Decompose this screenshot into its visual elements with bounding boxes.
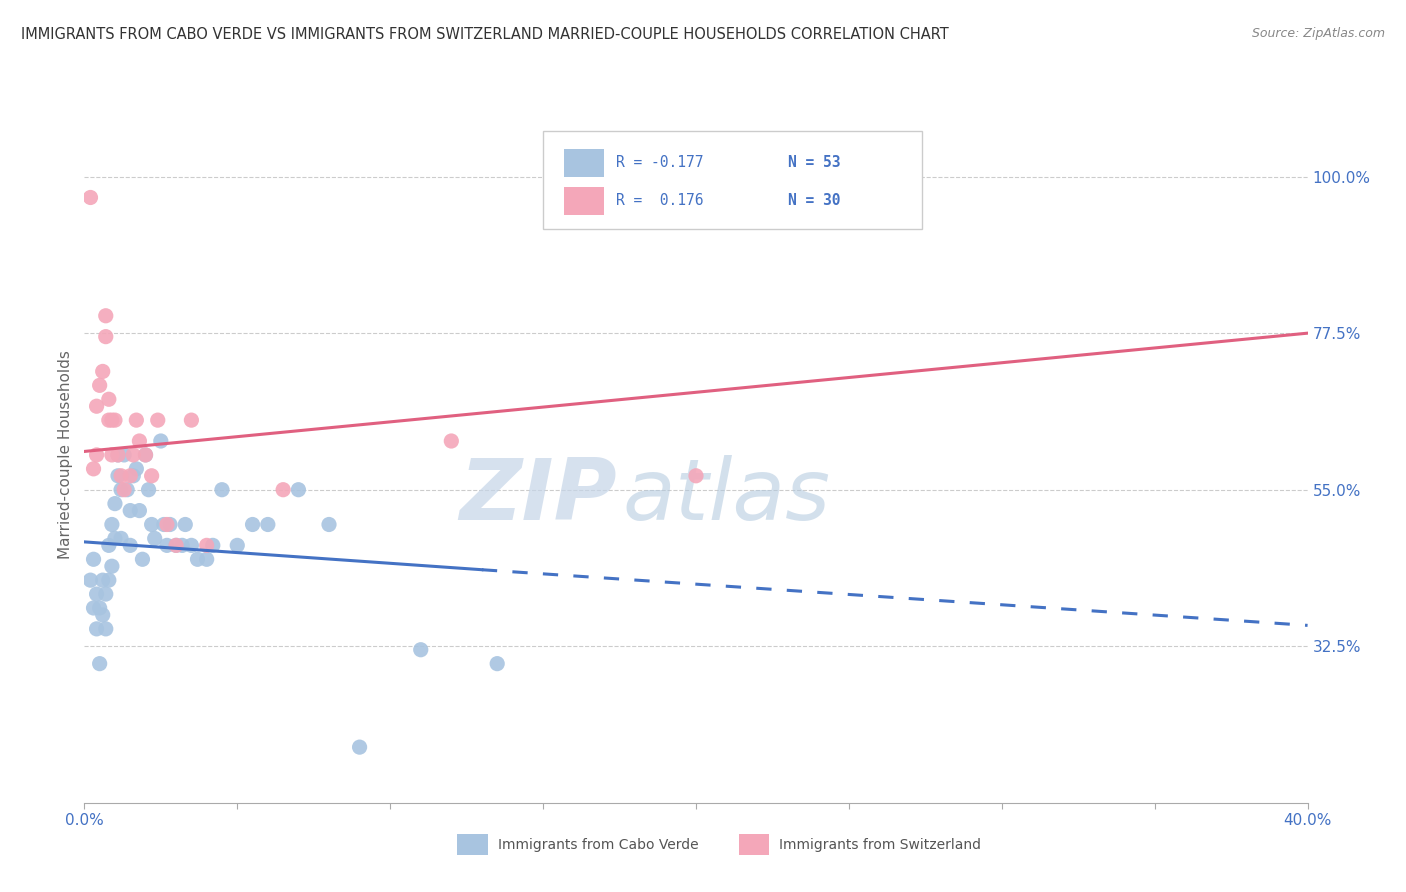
Text: IMMIGRANTS FROM CABO VERDE VS IMMIGRANTS FROM SWITZERLAND MARRIED-COUPLE HOUSEHO: IMMIGRANTS FROM CABO VERDE VS IMMIGRANTS… <box>21 27 949 42</box>
Point <box>89 378 111 392</box>
Text: atlas: atlas <box>623 455 831 538</box>
Point <box>112 448 135 462</box>
Point <box>101 448 124 462</box>
Point <box>83 462 105 476</box>
Point <box>79 573 101 587</box>
Point <box>86 587 108 601</box>
Text: Immigrants from Switzerland: Immigrants from Switzerland <box>779 838 981 852</box>
Point <box>122 468 145 483</box>
Point <box>172 538 194 552</box>
Point <box>141 468 163 483</box>
Point <box>112 483 135 497</box>
Point <box>104 413 127 427</box>
Point <box>91 573 114 587</box>
Point <box>128 503 150 517</box>
Y-axis label: Married-couple Households: Married-couple Households <box>58 351 73 559</box>
Point <box>156 517 179 532</box>
Point <box>79 190 101 204</box>
Point <box>110 532 132 546</box>
Point <box>86 448 108 462</box>
Point <box>86 622 108 636</box>
Point <box>156 538 179 552</box>
Bar <box>564 187 605 215</box>
Point <box>107 448 129 462</box>
Point <box>149 434 172 448</box>
Point <box>257 517 280 532</box>
Text: R =  0.176: R = 0.176 <box>616 194 704 209</box>
Point <box>486 657 509 671</box>
Bar <box>738 834 769 855</box>
Point <box>174 517 197 532</box>
Point <box>135 448 157 462</box>
Text: ZIP: ZIP <box>458 455 616 538</box>
Point <box>409 642 432 657</box>
Point <box>122 448 145 462</box>
Point <box>94 329 117 343</box>
Point <box>153 517 176 532</box>
Point <box>97 538 120 552</box>
Point <box>94 309 117 323</box>
Point <box>104 532 127 546</box>
Text: Immigrants from Cabo Verde: Immigrants from Cabo Verde <box>498 838 699 852</box>
Point <box>97 573 120 587</box>
Point <box>91 607 114 622</box>
Point <box>89 601 111 615</box>
Point <box>349 740 371 755</box>
Point <box>143 532 166 546</box>
Point <box>211 483 233 497</box>
Point <box>146 413 169 427</box>
Point <box>195 538 218 552</box>
Point <box>440 434 463 448</box>
Point <box>135 448 157 462</box>
Point <box>138 483 160 497</box>
Point <box>120 538 142 552</box>
Point <box>159 517 181 532</box>
Point <box>101 559 124 574</box>
Point <box>201 538 224 552</box>
Bar <box>564 149 605 177</box>
Point <box>110 468 132 483</box>
Point <box>94 587 117 601</box>
Point <box>101 413 124 427</box>
Point <box>318 517 340 532</box>
Point <box>107 468 129 483</box>
Point <box>86 399 108 413</box>
Text: N = 30: N = 30 <box>787 194 841 209</box>
Point <box>180 538 202 552</box>
Point <box>120 503 142 517</box>
Point <box>195 552 218 566</box>
Point <box>91 364 114 378</box>
Point <box>101 517 124 532</box>
Text: N = 53: N = 53 <box>787 155 841 170</box>
Point <box>120 468 142 483</box>
Point <box>125 413 148 427</box>
Point <box>97 392 120 407</box>
Point <box>685 468 707 483</box>
Point <box>107 448 129 462</box>
Point <box>131 552 153 566</box>
Point <box>83 601 105 615</box>
Point <box>186 552 208 566</box>
Point <box>89 657 111 671</box>
Point <box>180 413 202 427</box>
Point <box>165 538 187 552</box>
Point <box>110 483 132 497</box>
Point <box>128 434 150 448</box>
Point <box>115 483 138 497</box>
Point <box>104 497 127 511</box>
Point <box>287 483 309 497</box>
Point <box>226 538 249 552</box>
Text: Source: ZipAtlas.com: Source: ZipAtlas.com <box>1251 27 1385 40</box>
Point <box>94 622 117 636</box>
Point <box>141 517 163 532</box>
Point <box>83 552 105 566</box>
Text: R = -0.177: R = -0.177 <box>616 155 704 170</box>
Point <box>165 538 187 552</box>
Point <box>125 462 148 476</box>
FancyBboxPatch shape <box>543 131 922 229</box>
Point <box>97 413 120 427</box>
Bar <box>457 834 488 855</box>
Point <box>271 483 294 497</box>
Point <box>242 517 264 532</box>
